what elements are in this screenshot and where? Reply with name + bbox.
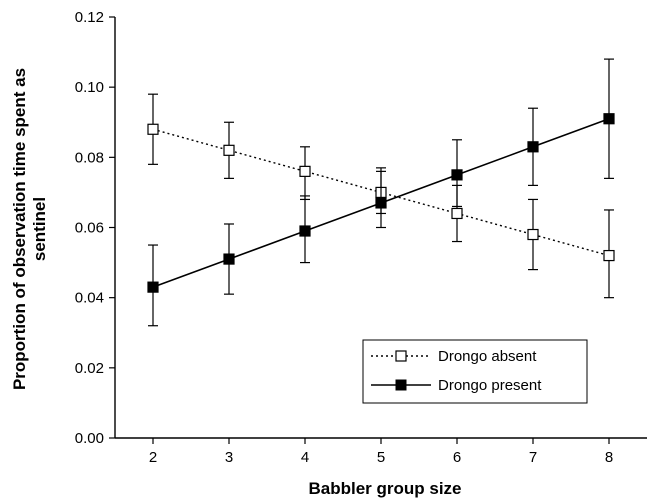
x-axis-label: Babbler group size	[308, 479, 461, 498]
data-point	[527, 228, 539, 241]
x-tick-label: 3	[225, 449, 233, 466]
data-point	[375, 197, 387, 209]
y-tick-label: 0.10	[75, 79, 104, 96]
x-tick-label: 4	[301, 449, 309, 466]
data-point	[223, 253, 235, 265]
x-tick-label: 7	[529, 449, 537, 466]
y-tick-label: 0.02	[75, 360, 104, 377]
y-tick-label: 0.06	[75, 220, 104, 237]
data-point	[299, 225, 311, 237]
y-axis-label-line-1: Proportion of observation time spent as	[10, 68, 29, 390]
legend-marker-drongo-absent	[395, 350, 407, 362]
data-point	[603, 113, 615, 125]
data-point	[603, 249, 615, 262]
x-tick-label: 5	[377, 449, 385, 466]
data-point	[451, 207, 463, 220]
legend-label-drongo-absent: Drongo absent	[438, 348, 537, 365]
data-point	[147, 123, 159, 135]
x-tick-label: 8	[605, 449, 613, 466]
x-tick-label: 2	[149, 449, 157, 466]
data-point	[147, 281, 159, 293]
series-layer	[147, 58, 615, 327]
legend-label-drongo-present: Drongo present	[438, 377, 542, 394]
series-drongo-present	[147, 58, 615, 327]
y-axis-label-line-2: sentinel	[30, 197, 49, 261]
y-tick-label: 0.12	[75, 9, 104, 26]
legend-marker-drongo-present	[395, 379, 407, 391]
data-point	[527, 141, 539, 153]
data-point	[451, 169, 463, 181]
x-tick-label: 6	[453, 449, 461, 466]
data-point	[223, 144, 235, 156]
y-axis-label: Proportion of observation time spent as …	[10, 68, 49, 390]
y-tick-label: 0.08	[75, 149, 104, 166]
axes: 0.00 0.02 0.04 0.06 0.08 0.10 0.12 2 3 4 5 6 7 8	[75, 9, 647, 466]
y-tick-label: 0.00	[75, 430, 104, 447]
legend: Drongo absent Drongo present	[362, 339, 588, 404]
y-tick-label: 0.04	[75, 290, 104, 307]
data-point	[299, 165, 311, 177]
